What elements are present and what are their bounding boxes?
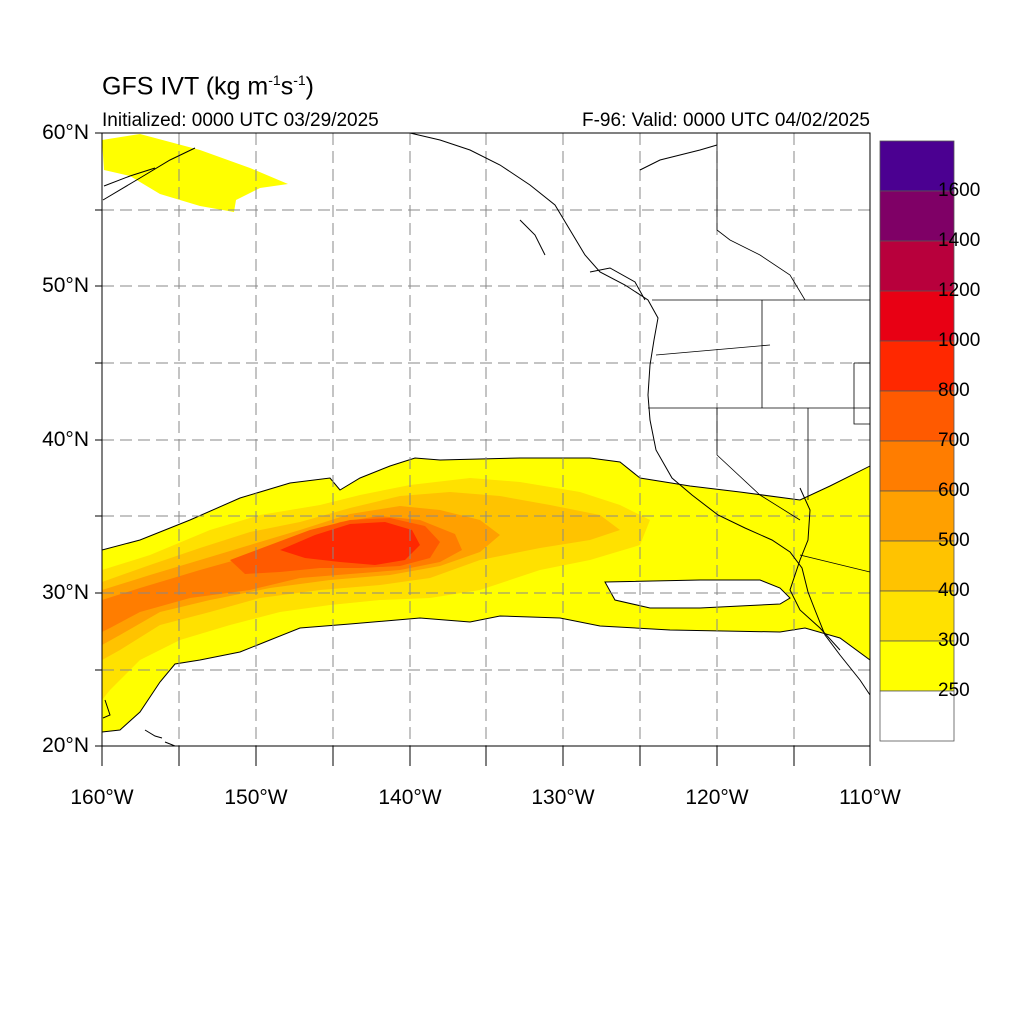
init-time: Initialized: 0000 UTC 03/29/2025	[102, 110, 379, 131]
colorbar-swatch	[879, 290, 955, 342]
lat-label-50: 50°N	[42, 274, 89, 297]
graticule	[102, 133, 870, 746]
lon-label-140w: 140°W	[378, 786, 442, 809]
colorbar-swatch	[879, 140, 955, 192]
lat-label-40: 40°N	[42, 428, 89, 451]
lon-label-120w: 120°W	[685, 786, 749, 809]
lon-label-130w: 130°W	[531, 786, 595, 809]
ivt-gap	[604, 579, 791, 609]
colorbar-swatch	[879, 590, 955, 642]
colorbar-swatch	[879, 490, 955, 542]
lon-label-160w: 160°W	[70, 786, 134, 809]
colorbar-swatch	[879, 640, 955, 692]
ivt-800-region	[280, 522, 420, 565]
colorbar-swatch	[879, 390, 955, 442]
coastlines	[102, 133, 870, 746]
lon-label-110w: 110°W	[839, 786, 901, 809]
valid-time: F-96: Valid: 0000 UTC 04/02/2025	[582, 110, 870, 131]
colorbar-swatch	[879, 540, 955, 592]
colorbar	[879, 140, 955, 742]
lat-label-20: 20°N	[42, 734, 89, 757]
colorbar-label: 250	[938, 680, 970, 701]
map-plot	[102, 133, 870, 746]
ivt-north-250	[102, 134, 288, 212]
colorbar-swatch	[879, 440, 955, 492]
lat-label-60: 60°N	[42, 121, 89, 144]
colorbar-label: 700	[938, 430, 970, 451]
colorbar-label: 1200	[938, 280, 981, 301]
colorbar-label: 500	[938, 530, 970, 551]
colorbar-swatch	[879, 690, 955, 742]
colorbar-swatch	[879, 240, 955, 292]
lon-label-150w: 150°W	[224, 786, 288, 809]
colorbar-label: 400	[938, 580, 970, 601]
axis-ticks	[95, 132, 871, 766]
state-borders	[648, 133, 870, 573]
lat-label-30: 30°N	[42, 581, 89, 604]
colorbar-label: 1000	[938, 330, 981, 351]
colorbar-label: 800	[938, 380, 970, 401]
colorbar-swatch	[879, 190, 955, 242]
colorbar-label: 1400	[938, 230, 981, 251]
colorbar-label: 600	[938, 480, 970, 501]
colorbar-label: 300	[938, 630, 970, 651]
colorbar-label: 1600	[938, 180, 981, 201]
map-title: GFS IVT (kg m-1s-1)	[102, 72, 314, 101]
